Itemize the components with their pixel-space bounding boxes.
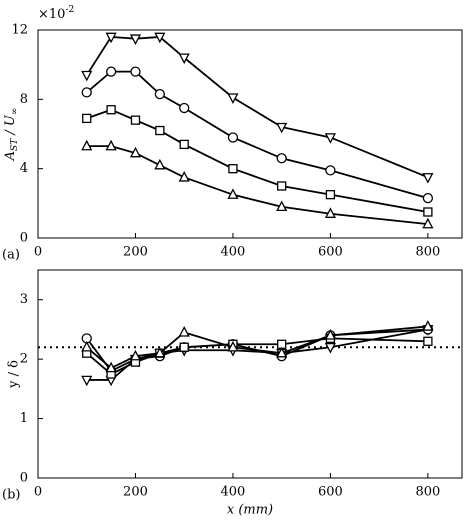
marker-down-triangle: [422, 173, 434, 184]
y-tick-label: 8: [20, 92, 28, 107]
marker-circle: [154, 88, 165, 100]
marker-square: [423, 336, 433, 346]
y-label-part: A: [3, 151, 18, 161]
y-tick-label: 2: [20, 352, 28, 367]
marker-square: [179, 139, 189, 150]
marker-down-triangle: [105, 32, 117, 44]
marker-down-triangle: [227, 93, 239, 104]
marker-circle: [105, 66, 117, 77]
marker-triangle: [276, 200, 288, 212]
marker-circle: [422, 192, 434, 204]
marker-down-triangle: [178, 53, 190, 65]
marker-square: [423, 207, 433, 217]
marker-triangle: [129, 146, 142, 158]
y-label-part: ∞: [10, 108, 20, 116]
marker-triangle: [422, 320, 434, 331]
series-line: [86, 70, 429, 199]
marker-triangle: [154, 346, 166, 358]
marker-triangle: [324, 329, 336, 340]
y-tick-label: 0: [20, 471, 28, 486]
marker-triangle: [81, 139, 93, 151]
x-tick-label: 400: [221, 485, 246, 500]
marker-square: [228, 164, 238, 174]
marker-square: [325, 190, 336, 200]
marker-triangle: [227, 340, 239, 352]
marker-square: [106, 105, 116, 115]
y-label-part: / U: [3, 114, 18, 139]
marker-down-triangle: [324, 133, 336, 144]
marker-square: [155, 125, 165, 136]
marker-down-triangle: [129, 34, 142, 46]
marker-down-triangle: [81, 70, 93, 82]
x-tick-label: 200: [123, 245, 148, 260]
marker-triangle: [276, 346, 288, 358]
y-tick-label: 0: [20, 231, 28, 246]
marker-down-triangle: [81, 375, 93, 387]
plot-frame: [37, 269, 463, 479]
x-tick-label: 400: [221, 245, 246, 260]
marker-triangle: [422, 217, 434, 229]
marker-circle: [130, 66, 141, 77]
marker-triangle: [227, 188, 239, 199]
y-tick-label: 4: [20, 161, 28, 176]
y-multiplier: ×10-2: [38, 5, 74, 22]
x-tick-label: 800: [415, 485, 440, 500]
x-tick-label: 600: [318, 245, 343, 260]
marker-square: [130, 115, 141, 125]
marker-triangle: [81, 340, 93, 352]
y-tick-label: 12: [11, 23, 28, 38]
marker-triangle: [154, 158, 166, 170]
marker-circle: [81, 87, 92, 98]
x-tick-label: 200: [123, 485, 148, 500]
panel-label: (a): [2, 248, 20, 263]
marker-triangle: [178, 170, 190, 182]
series-line: [86, 145, 428, 226]
marker-circle: [227, 132, 239, 143]
y-axis-label: y / δ: [7, 360, 22, 389]
marker-circle: [276, 153, 287, 164]
marker-square: [82, 113, 92, 124]
x-tick-label: 800: [415, 245, 440, 260]
marker-triangle: [105, 361, 117, 373]
marker-down-triangle: [154, 32, 166, 44]
marker-triangle: [105, 139, 117, 151]
marker-square: [277, 181, 287, 191]
marker-down-triangle: [276, 122, 288, 134]
marker-circle: [179, 102, 190, 114]
marker-square: [179, 342, 189, 352]
marker-circle: [325, 165, 336, 176]
marker-triangle: [178, 326, 190, 337]
y-axis-label: AST / U∞: [3, 108, 20, 162]
plot-frame: [37, 29, 463, 239]
y-tick-label: 3: [20, 292, 28, 307]
marker-triangle: [129, 349, 142, 361]
series-line: [86, 108, 429, 213]
x-axis-label: x (mm): [227, 503, 273, 518]
marker-triangle: [324, 207, 336, 218]
multiplier-part: ×10: [38, 7, 65, 22]
x-tick-label: 0: [34, 485, 42, 500]
x-tick-label: 600: [318, 485, 343, 500]
y-label-part: ST: [10, 138, 20, 151]
x-tick-label: 0: [34, 245, 42, 260]
marker-down-triangle: [324, 343, 336, 354]
panel-label: (b): [2, 488, 20, 503]
multiplier-part: -2: [65, 5, 74, 15]
y-tick-label: 1: [20, 411, 28, 426]
